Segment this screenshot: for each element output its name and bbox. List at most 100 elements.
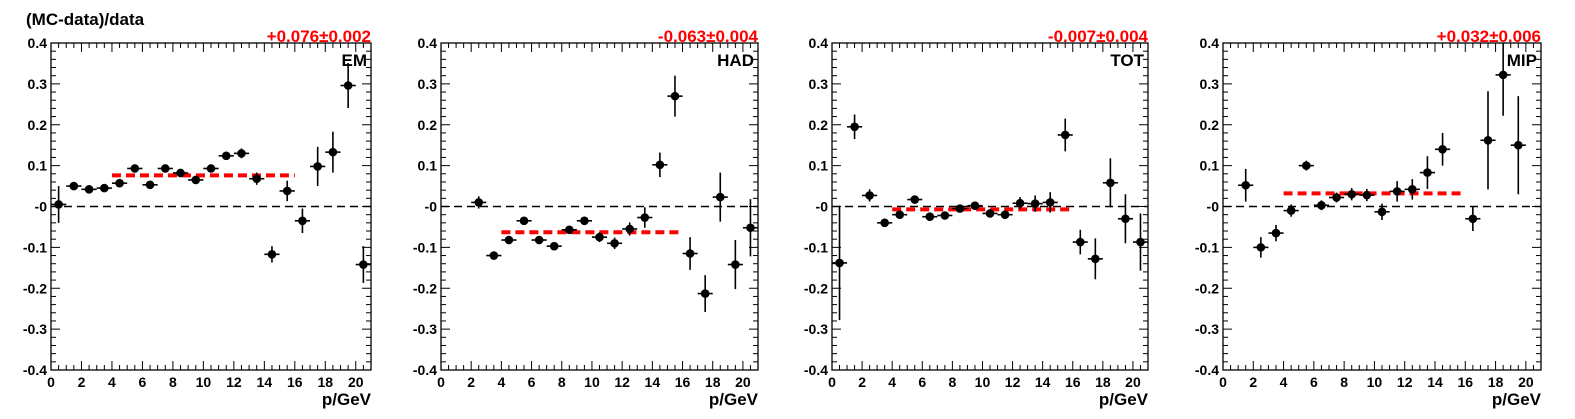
fit-annotation: -0.007±0.004: [1048, 27, 1149, 46]
data-point: [546, 241, 562, 251]
x-tick-label: 16: [1457, 374, 1473, 390]
marker: [565, 225, 574, 235]
data-point: [982, 209, 998, 218]
marker: [925, 212, 935, 222]
marker: [1392, 187, 1402, 196]
marker: [1271, 228, 1281, 238]
data-point: [531, 235, 547, 245]
y-tick-label: 0.1: [418, 158, 438, 174]
data-point: [967, 201, 983, 210]
x-tick-label: 10: [975, 374, 991, 390]
data-point: [1012, 197, 1028, 210]
data-point: [111, 178, 128, 188]
data-point: [697, 275, 713, 312]
x-tick-label: 20: [1518, 374, 1534, 390]
chart-panel-tot: 0.4 0.3 0.2 0.1 -0 -0.1 -0.2 -0.3 -0.40 2 4 6 8 10 12 1…: [804, 27, 1149, 409]
marker: [865, 191, 874, 200]
x-tick-label: 0: [828, 374, 836, 390]
x-tick-label: 16: [1065, 374, 1081, 390]
x-tick-label: 12: [614, 374, 630, 390]
marker: [685, 249, 695, 258]
y-tick-label: -0: [35, 199, 48, 215]
marker: [1015, 198, 1025, 208]
data-point: [576, 216, 592, 226]
data-point: [1510, 96, 1526, 195]
x-axis-label: p/GeV: [322, 390, 372, 409]
y-tick-label: -0: [1207, 199, 1220, 215]
y-tick-label: -0.2: [804, 280, 828, 296]
data-point: [279, 180, 295, 202]
marker: [1468, 214, 1478, 224]
y-tick-label: -0.2: [1195, 280, 1219, 296]
x-tick-label: 20: [735, 374, 751, 390]
y-tick-label: -0.3: [804, 321, 828, 337]
data-point: [1374, 203, 1390, 220]
marker: [910, 195, 920, 204]
marker: [206, 164, 216, 173]
x-tick-label: 10: [196, 374, 212, 390]
marker: [835, 258, 844, 268]
x-tick-label: 2: [467, 374, 475, 390]
y-tick-label: 0.3: [809, 76, 829, 92]
x-tick-label: 6: [918, 374, 926, 390]
data-point: [922, 212, 938, 222]
data-point: [471, 196, 487, 209]
data-point: [516, 216, 532, 226]
data-point: [1117, 194, 1133, 244]
data-point: [310, 146, 326, 187]
data-point: [157, 164, 173, 173]
x-tick-label: 14: [257, 374, 273, 390]
data-point: [1495, 43, 1511, 116]
y-tick-label: -0.3: [23, 321, 47, 337]
data-point: [712, 172, 728, 222]
x-tick-label: 18: [705, 374, 721, 390]
marker: [1286, 206, 1296, 215]
marker: [895, 210, 905, 219]
marker: [610, 238, 619, 248]
marker: [237, 149, 246, 158]
marker: [700, 289, 710, 298]
y-tick-label: -0.4: [804, 362, 828, 378]
data-point: [1132, 213, 1148, 271]
x-tick-label: 8: [558, 374, 566, 390]
data-point: [1465, 206, 1481, 232]
marker: [1000, 210, 1010, 219]
marker: [489, 251, 499, 260]
data-point: [937, 211, 953, 220]
data-point: [188, 175, 204, 185]
marker: [1301, 161, 1311, 170]
panel-label: MIP: [1507, 51, 1537, 70]
marker: [549, 241, 559, 251]
data-point: [233, 148, 250, 159]
data-point: [1027, 195, 1043, 212]
data-point: [355, 246, 371, 283]
panel-label: TOT: [1110, 51, 1144, 70]
data-point: [1389, 181, 1405, 202]
x-tick-label: 2: [78, 374, 86, 390]
y-tick-label: -0.1: [23, 239, 47, 255]
marker: [221, 151, 231, 161]
marker: [298, 216, 307, 226]
x-tick-label: 8: [948, 374, 956, 390]
x-tick-label: 12: [226, 374, 242, 390]
x-tick-label: 12: [1005, 374, 1021, 390]
marker: [252, 174, 262, 184]
x-tick-label: 20: [348, 374, 364, 390]
marker: [534, 235, 544, 245]
marker: [1241, 180, 1251, 190]
marker: [1045, 198, 1055, 207]
y-tick-label: -0.1: [804, 239, 828, 255]
data-point: [952, 204, 968, 213]
data-point: [622, 222, 638, 236]
data-point: [1253, 237, 1269, 258]
x-tick-label: 14: [645, 374, 661, 390]
x-tick-label: 4: [497, 374, 505, 390]
marker: [1256, 243, 1266, 252]
data-point: [501, 235, 517, 245]
data-point: [727, 240, 743, 290]
marker: [1438, 144, 1447, 154]
marker: [145, 180, 155, 190]
marker: [1513, 140, 1523, 150]
marker: [880, 218, 889, 228]
data-point: [127, 164, 143, 173]
